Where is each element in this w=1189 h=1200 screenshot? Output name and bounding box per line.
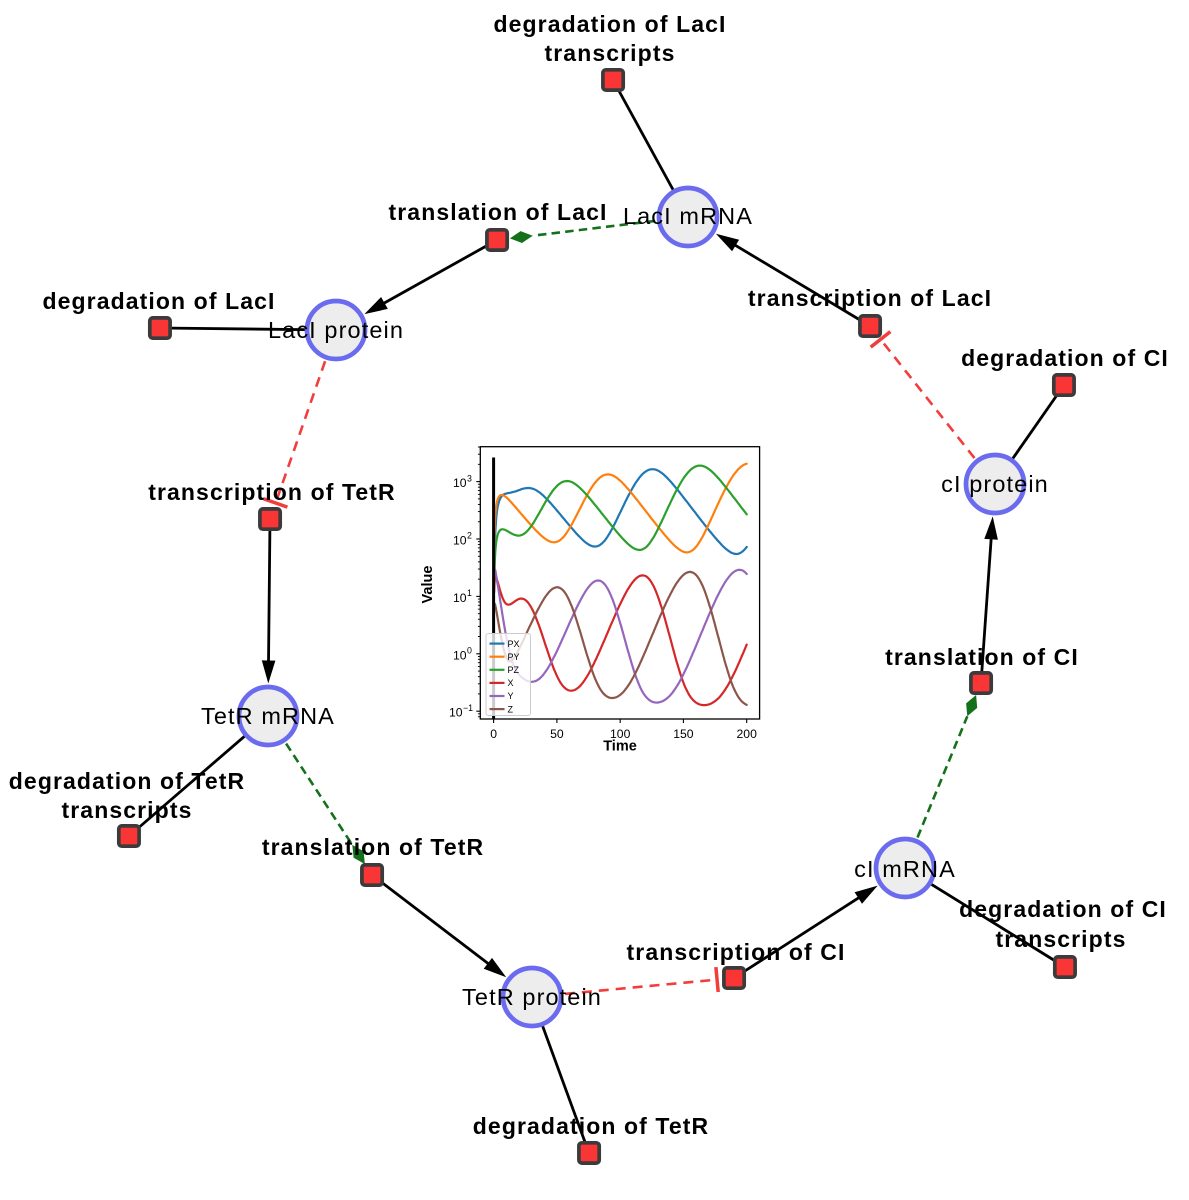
svg-text:1: 1 xyxy=(467,588,472,598)
svg-text:degradation of CI: degradation of CI xyxy=(961,345,1169,371)
svg-text:PY: PY xyxy=(508,652,520,662)
svg-text:degradation of LacI: degradation of LacI xyxy=(493,11,726,37)
svg-text:200: 200 xyxy=(737,727,758,741)
svg-text:transcripts: transcripts xyxy=(996,926,1127,952)
svg-text:50: 50 xyxy=(550,727,564,741)
svg-text:translation of TetR: translation of TetR xyxy=(262,834,484,860)
svg-text:10: 10 xyxy=(449,706,463,720)
svg-text:degradation of TetR: degradation of TetR xyxy=(9,768,245,794)
svg-text:transcripts: transcripts xyxy=(62,797,193,823)
svg-text:10: 10 xyxy=(453,534,467,548)
svg-text:TetR protein: TetR protein xyxy=(462,984,602,1010)
svg-text:10: 10 xyxy=(453,591,467,605)
svg-text:2: 2 xyxy=(467,531,472,541)
svg-text:transcription of TetR: transcription of TetR xyxy=(148,479,396,505)
svg-text:150: 150 xyxy=(673,727,694,741)
svg-text:Y: Y xyxy=(508,691,514,701)
svg-text:Value: Value xyxy=(420,566,436,604)
svg-text:TetR mRNA: TetR mRNA xyxy=(201,703,335,729)
svg-text:degradation of LacI: degradation of LacI xyxy=(42,288,275,314)
svg-text:transcription of LacI: transcription of LacI xyxy=(748,285,992,311)
svg-text:0: 0 xyxy=(490,727,497,741)
svg-text:LacI protein: LacI protein xyxy=(268,317,404,343)
svg-text:Time: Time xyxy=(603,739,637,755)
svg-text:−1: −1 xyxy=(463,703,473,713)
svg-text:X: X xyxy=(508,678,514,688)
svg-text:3: 3 xyxy=(467,473,472,483)
svg-text:cI protein: cI protein xyxy=(941,471,1049,497)
svg-text:transcripts: transcripts xyxy=(545,40,676,66)
svg-text:transcription of CI: transcription of CI xyxy=(627,939,846,965)
svg-text:degradation of CI: degradation of CI xyxy=(959,896,1167,922)
svg-text:PZ: PZ xyxy=(508,665,520,675)
svg-text:translation of LacI: translation of LacI xyxy=(389,199,608,225)
svg-text:10: 10 xyxy=(453,476,467,490)
svg-text:LacI mRNA: LacI mRNA xyxy=(623,203,753,229)
svg-text:translation of CI: translation of CI xyxy=(885,644,1079,670)
svg-text:Z: Z xyxy=(508,704,514,714)
svg-text:PX: PX xyxy=(508,639,520,649)
svg-text:100: 100 xyxy=(610,727,631,741)
svg-text:cI mRNA: cI mRNA xyxy=(854,856,956,882)
svg-text:degradation of TetR: degradation of TetR xyxy=(473,1113,709,1139)
svg-text:0: 0 xyxy=(467,646,472,656)
svg-text:10: 10 xyxy=(453,648,467,662)
